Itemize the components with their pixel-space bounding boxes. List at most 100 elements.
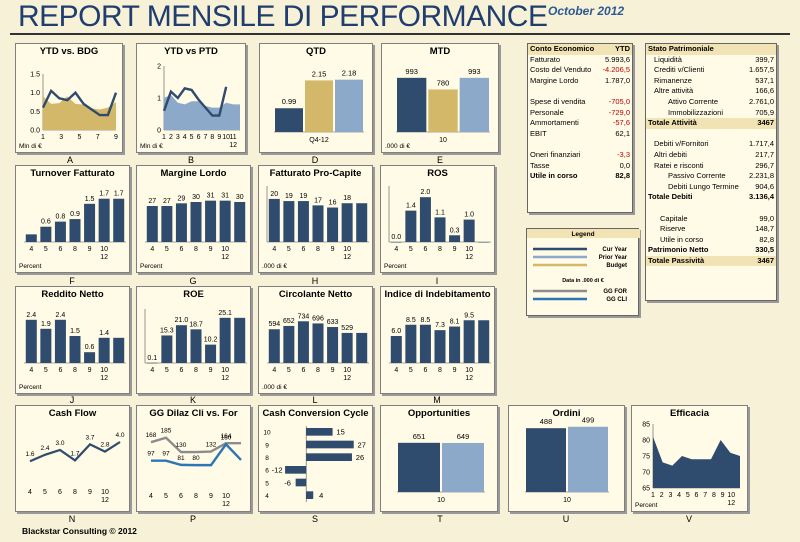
x-tick-label: 1	[162, 134, 166, 141]
x-tick-label: 12	[229, 142, 237, 149]
bar	[25, 319, 37, 363]
y-tick-label: 80	[642, 438, 650, 445]
table-row	[528, 86, 632, 97]
y-tick-label: 0.5	[30, 109, 40, 116]
data-label: 4	[319, 491, 323, 500]
x-tick-label: 8	[194, 367, 198, 374]
table-row: Personale -729,0	[528, 108, 632, 119]
data-label: 3.0	[55, 440, 64, 447]
x-tick-label: 8	[210, 134, 214, 141]
data-label: 8.1	[450, 319, 460, 326]
y-tick-label: 8	[265, 455, 269, 462]
chart-S: 15 10 27 9 26 8-126 -6 5 4 4	[263, 426, 366, 502]
chart-unit: Percent	[384, 263, 407, 270]
row-value: 217,7	[755, 149, 774, 159]
chart-unit: Percent	[140, 263, 163, 270]
row-label: Costo del Venduto	[530, 65, 592, 75]
chart-panel-M: Indice di Indebitamento 6.0 8.5 8.5 7.3 8.1 9.…	[380, 286, 495, 394]
x-tick-label: 9	[88, 367, 92, 374]
chart-title: ROE	[183, 289, 204, 300]
chart-panel-A: YTD vs. BDG Mln di € 0.0 0.5 1.0 1.5 1 3 5 7 9	[15, 43, 123, 153]
chart-panel-S: Cash Conversion Cycle 15 10 27 9 26 8 -12 6 -6 5 4 4	[258, 405, 373, 512]
bar	[335, 79, 363, 132]
data-label: 30	[192, 194, 200, 201]
chart-unit: .000 di €	[385, 143, 410, 150]
bar	[526, 428, 566, 492]
data-label: 2.18	[342, 69, 357, 78]
data-label: 1.7	[70, 450, 79, 457]
data-label: 185	[161, 428, 172, 435]
data-label: 97	[147, 451, 155, 458]
row-value	[746, 203, 777, 214]
bar	[434, 217, 446, 242]
bar	[113, 198, 125, 242]
bar	[84, 352, 96, 363]
row-value: 62,1	[615, 128, 630, 138]
bar	[54, 319, 66, 363]
x-tick-label: 9	[88, 489, 92, 496]
row-value: 705,9	[755, 107, 774, 117]
title-divider	[10, 33, 790, 35]
x-tick-label: 8	[316, 367, 320, 374]
data-label: 780	[437, 78, 450, 87]
bar	[295, 478, 307, 487]
x-tick-label: 10	[465, 246, 473, 253]
legend-note: Data in .000 di €	[562, 278, 604, 284]
bar	[205, 344, 217, 363]
x-tick-label: 5	[287, 367, 291, 374]
x-tick-label: 4	[28, 489, 32, 496]
row-value	[599, 139, 632, 150]
chart-panel-T: Opportunities 651 649 10	[380, 405, 498, 512]
data-label: 0.3	[450, 227, 460, 234]
row-value: 82,8	[615, 171, 630, 181]
bar	[161, 335, 173, 363]
data-label: 0.6	[41, 219, 51, 226]
data-label: 649	[457, 432, 470, 441]
panel-label: E	[436, 155, 443, 165]
table-row: Debiti v/Fornitori 1.717,4	[646, 139, 776, 150]
row-value: 3467	[745, 255, 776, 267]
line-series-cur-year	[41, 88, 118, 117]
bar	[268, 198, 280, 242]
legend-label: GG CLI	[606, 297, 627, 303]
table-row	[528, 139, 632, 150]
header-cell: YTD	[599, 44, 632, 55]
chart-panel-E: MTD .000 di € 993 780 993 10	[381, 43, 499, 153]
panel-label: M	[433, 395, 441, 405]
panel-label: T	[437, 514, 443, 524]
area-series-cur-year	[653, 436, 740, 488]
data-label: 594	[268, 321, 280, 328]
data-label: 16	[329, 200, 337, 207]
chart-panel-K: ROE 0.1 15.3 21.0 18.7 10.2 25.1 4 5 6 8 9 10 12	[136, 286, 251, 394]
x-tick-label: 12	[100, 375, 108, 382]
chart-title: Ordini	[552, 408, 581, 419]
row-value: 82,8	[759, 234, 774, 244]
data-label: 1.5	[70, 328, 80, 335]
bar	[175, 325, 187, 363]
x-tick-label: 10	[221, 367, 229, 374]
line-series-cash-flow	[29, 441, 121, 463]
bar	[312, 323, 324, 363]
x-tick-label: 12	[221, 254, 229, 261]
bar	[306, 453, 352, 461]
data-label: 2.4	[26, 312, 36, 319]
bar	[40, 328, 52, 363]
x-tick-label: 9	[209, 493, 213, 500]
chart-title: Fatturato Pro-Capite	[269, 168, 362, 179]
data-label: 164	[221, 433, 232, 440]
x-tick-label: 8	[194, 493, 198, 500]
x-tick-label: 4	[149, 493, 153, 500]
x-tick-label: 5	[165, 246, 169, 253]
row-label: Immobilizzazioni	[668, 107, 724, 117]
x-tick-label: 4	[150, 246, 154, 253]
row-value: 537,1	[755, 75, 774, 85]
x-tick-label: 7	[703, 492, 707, 499]
y-tick-label: 70	[642, 470, 650, 477]
x-tick-label: 10	[439, 137, 447, 144]
x-tick-label: 4	[394, 246, 398, 253]
chart-panel-J: Reddito Netto Percent 2.4 1.9 2.4 1.5 0.6 1.4 4 5…	[15, 286, 130, 394]
